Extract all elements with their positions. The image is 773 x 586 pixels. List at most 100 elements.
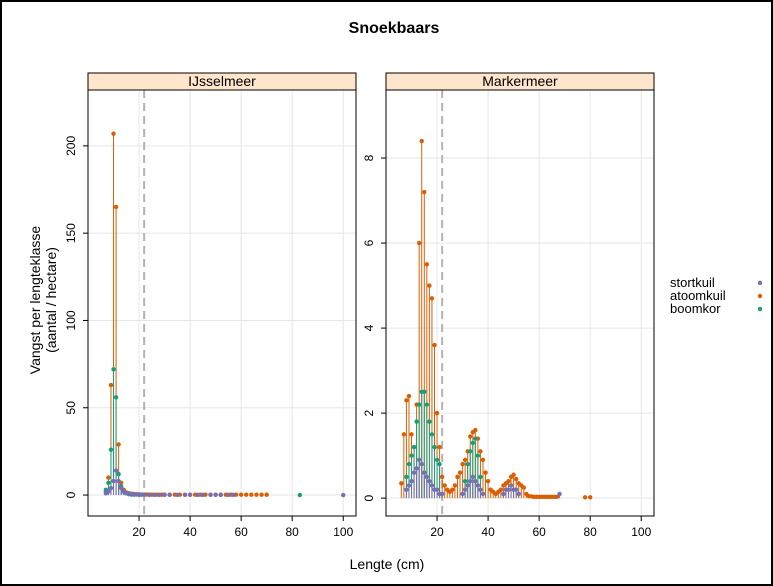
y-tick-label: 0 (362, 494, 376, 501)
point-boomkor (111, 367, 116, 372)
point-atoomkuil (106, 475, 111, 480)
panel-border-ijsselmeer (87, 89, 357, 517)
point-atoomkuil (116, 442, 121, 447)
point-stortkuil (429, 483, 435, 488)
legend-marker-atoomkuil (757, 293, 763, 299)
point-atoomkuil (485, 478, 491, 484)
point-stortkuil (118, 485, 124, 491)
point-atoomkuil (113, 204, 119, 210)
point-atoomkuil (259, 492, 264, 497)
legend-label-stortkuil: stortkuil (670, 275, 715, 290)
chart-title: Snoekbaars (349, 20, 440, 37)
point-atoomkuil (409, 432, 414, 437)
panel-ijsselmeer: IJsselmeer 20 40 60 80 100 0 50 100 150 200 (64, 72, 357, 539)
point-atoomkuil (521, 485, 527, 490)
point-atoomkuil (483, 470, 488, 475)
point-atoomkuil (457, 470, 463, 475)
point-atoomkuil (416, 240, 422, 246)
legend-label-boomkor: boomkor (670, 301, 721, 316)
point-stortkuil (411, 470, 417, 475)
point-atoomkuil (399, 481, 404, 486)
point-boomkor (468, 449, 473, 454)
point-stortkuil (175, 492, 180, 498)
point-atoomkuil (452, 483, 458, 488)
point-stortkuil (404, 487, 409, 492)
point-atoomkuil (406, 393, 412, 399)
point-stortkuil (187, 492, 193, 498)
point-atoomkuil (460, 461, 465, 467)
point-boomkor (108, 447, 114, 452)
panel-markermeer: Markermeer 20 40 60 80 100 0 2 4 6 8 (362, 72, 655, 539)
panel-border-markermeer (385, 89, 655, 517)
legend-marker-stortkuil (757, 280, 763, 286)
point-boomkor (429, 432, 435, 437)
point-stortkuil (506, 487, 511, 492)
point-atoomkuil (427, 283, 432, 288)
point-boomkor (404, 474, 409, 480)
point-stortkuil (470, 474, 475, 480)
legend-label-atoomkuil: atoomkuil (670, 288, 726, 303)
point-atoomkuil (434, 410, 440, 416)
point-stortkuil (195, 492, 200, 498)
series-boomkor-ijsselmeer (103, 367, 303, 498)
point-atoomkuil (244, 492, 249, 497)
x-tick-label: 60 (532, 525, 546, 539)
point-atoomkuil (249, 492, 254, 497)
point-atoomkuil (462, 457, 468, 463)
point-stortkuil (111, 478, 116, 484)
y-axis-ijsselmeer: 0 50 100 150 200 (64, 136, 88, 498)
point-boomkor (478, 474, 483, 480)
point-stortkuil (341, 492, 346, 498)
point-atoomkuil (473, 427, 478, 433)
y-axis-label-line-1: Vangst per lengteklasse (27, 226, 43, 375)
point-stortkuil (218, 492, 223, 498)
y-axis-markermeer: 0 2 4 6 8 (362, 154, 386, 501)
point-stortkuil (465, 483, 470, 488)
point-stortkuil (162, 492, 167, 498)
point-stortkuil (557, 491, 562, 497)
x-axis-markermeer: 20 40 60 80 100 (430, 516, 652, 539)
point-boomkor (406, 461, 412, 467)
point-atoomkuil (108, 382, 114, 388)
point-stortkuil (462, 487, 468, 492)
point-atoomkuil (419, 138, 424, 144)
point-atoomkuil (506, 478, 511, 484)
y-tick-label: 4 (362, 324, 376, 331)
y-tick-label: 150 (64, 223, 78, 243)
point-stortkuil (439, 491, 445, 497)
point-boomkor (473, 436, 478, 441)
point-stortkuil (200, 492, 206, 498)
point-atoomkuil (554, 494, 560, 500)
y-tick-label: 6 (362, 239, 376, 246)
point-atoomkuil (264, 492, 269, 497)
point-atoomkuil (450, 487, 455, 492)
point-boomkor (113, 395, 119, 400)
point-stortkuil (416, 457, 422, 463)
point-boomkor (437, 461, 442, 467)
point-boomkor (424, 402, 430, 407)
point-stortkuil (157, 492, 162, 498)
point-stortkuil (167, 492, 172, 498)
point-atoomkuil (422, 189, 427, 195)
point-boomkor (475, 453, 481, 458)
point-stortkuil (406, 483, 412, 488)
point-atoomkuil (401, 432, 407, 437)
series-atoomkuil-ijsselmeer (103, 131, 269, 497)
point-atoomkuil (582, 495, 588, 500)
point-atoomkuil (111, 131, 116, 136)
x-tick-label: 40 (481, 525, 495, 539)
point-boomkor (432, 444, 437, 450)
point-stortkuil (473, 478, 478, 484)
point-boomkor (427, 419, 432, 424)
x-tick-label: 60 (234, 525, 248, 539)
point-stortkuil (424, 474, 430, 480)
point-stortkuil (213, 492, 218, 498)
x-tick-label: 100 (631, 525, 651, 539)
point-stortkuil (208, 492, 213, 498)
x-tick-label: 80 (286, 525, 300, 539)
point-stortkuil (147, 492, 152, 498)
point-atoomkuil (442, 483, 447, 488)
legend-marker-boomkor (757, 306, 763, 312)
point-stortkuil (460, 491, 465, 497)
